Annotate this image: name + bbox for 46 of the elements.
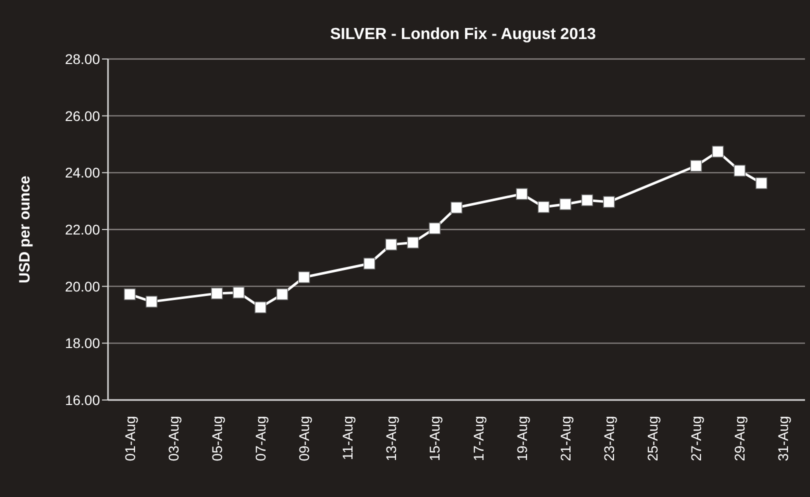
point — [298, 271, 310, 284]
x-tick-label: 17-Aug — [470, 416, 486, 462]
point — [690, 160, 702, 172]
point — [407, 236, 419, 248]
x-tick-label: 01-Aug — [122, 416, 138, 462]
point — [363, 258, 376, 270]
point — [385, 238, 398, 250]
x-tick-label: 25-Aug — [644, 416, 661, 462]
y-tick-label: 16.00 — [64, 392, 100, 408]
point — [146, 296, 158, 308]
x-tick-label: 11-Aug — [340, 416, 356, 460]
point — [538, 201, 550, 213]
x-tick-label: 21-Aug — [557, 416, 574, 462]
x-tick-label: 19-Aug — [514, 416, 530, 462]
y-tick-label: 18.00 — [64, 335, 100, 352]
y-tick-label: 24.00 — [64, 164, 100, 181]
x-tick-label: 23-Aug — [600, 416, 617, 462]
point — [560, 198, 572, 210]
chart-title: SILVER - London Fix - August 2013 — [329, 26, 597, 44]
y-tick-label: 20.00 — [64, 278, 100, 294]
point — [211, 288, 223, 300]
point — [516, 188, 528, 200]
x-tick-label: 03-Aug — [165, 416, 182, 462]
point — [232, 286, 245, 298]
x-tick-label: 05-Aug — [208, 416, 225, 462]
point — [581, 194, 594, 206]
x-tick-label: 31-Aug — [775, 416, 792, 462]
y-axis-title: USD per ounce — [16, 176, 34, 284]
y-tick-label: 26.00 — [64, 108, 100, 124]
point — [254, 301, 266, 314]
point — [124, 288, 136, 300]
x-tick-label: 15-Aug — [426, 416, 443, 462]
y-tick-label: 28.00 — [64, 50, 100, 67]
point — [428, 222, 441, 234]
point — [712, 146, 724, 158]
point — [450, 202, 462, 214]
point — [276, 288, 288, 300]
x-tick-label: 27-Aug — [688, 416, 704, 462]
y-tick-label: 22.00 — [64, 221, 100, 238]
point — [756, 177, 768, 190]
point — [734, 164, 746, 177]
x-tick-label: 13-Aug — [383, 416, 400, 462]
x-tick-label: 29-Aug — [732, 416, 748, 462]
point — [603, 196, 615, 208]
x-tick-label: 07-Aug — [252, 416, 268, 462]
x-tick-label: 09-Aug — [296, 416, 312, 462]
